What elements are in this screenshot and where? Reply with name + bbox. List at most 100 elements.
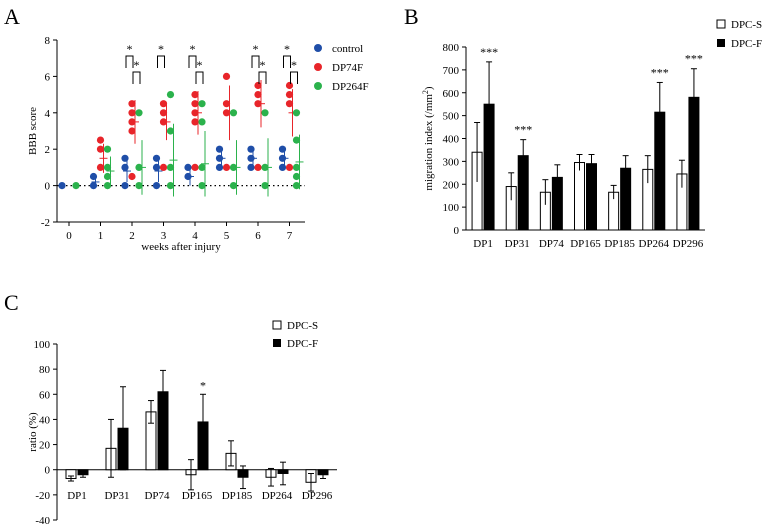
significance-bracket-a	[195, 71, 204, 84]
y-axis-label-b-text: migration index (/mm	[423, 94, 435, 191]
significance-star-b: ***	[480, 45, 498, 59]
scatter-point-dp74f	[254, 163, 262, 171]
scatter-point-control	[215, 154, 224, 162]
scatter-point-control	[184, 172, 192, 181]
scatter-point-control	[215, 145, 224, 153]
legend-swatch-dpc-s	[716, 19, 726, 29]
scatter-point-dp74f	[254, 91, 262, 99]
y-tick-label-b: 500	[443, 111, 460, 123]
scatter-point-dp264f	[103, 172, 112, 181]
significance-star-b: ***	[514, 123, 532, 137]
scatter-marks-a: *** ******	[58, 42, 304, 197]
significance-bracket-a	[157, 55, 165, 68]
scatter-point-dp264f	[72, 182, 80, 190]
significance-star-a: *	[291, 58, 297, 72]
panel-label-b: B	[404, 4, 419, 29]
y-tick-label-b: 100	[443, 202, 460, 214]
x-tick-label-c: DP31	[104, 490, 129, 502]
scatter-point-control	[278, 163, 287, 171]
axes-c: -40 -20 0 20 40 60 80 100 DP1 DP31 DP74 DP165 DP185 D…	[34, 339, 337, 527]
legend-label-dp74f: DP74F	[332, 62, 363, 74]
y-tick-label-c: 40	[39, 414, 51, 426]
scatter-point-control	[247, 163, 255, 171]
scatter-point-dp264f	[103, 145, 112, 153]
scatter-point-control	[247, 145, 255, 153]
bar-marks-c: *	[65, 369, 329, 492]
y-axis-label-c: ratio (%)	[27, 412, 39, 452]
scatter-point-dp264f	[166, 91, 175, 99]
legend-label-dp264f: DP264F	[332, 81, 369, 93]
scatter-point-dp264f	[292, 172, 301, 181]
scatter-point-dp264f	[166, 127, 175, 135]
scatter-point-dp74f	[191, 91, 199, 99]
x-tick-label-c: DP185	[222, 490, 253, 502]
legend-marker-dp264f	[314, 82, 322, 90]
bar-dpc-s	[574, 162, 585, 231]
scatter-point-dp264f	[292, 109, 301, 117]
scatter-point-dp74f	[222, 100, 231, 108]
x-tick-label-a: 4	[192, 230, 198, 242]
significance-star-a: *	[284, 42, 290, 56]
x-tick-label-a: 3	[161, 230, 167, 242]
x-tick-label-a: 7	[287, 230, 293, 242]
scatter-point-dp74f	[159, 100, 168, 108]
bar-chart-b: 0 100 200 300 400 500 600 700 800 DP1 DP31 DP74 DP16…	[421, 19, 763, 250]
x-tick-label-b: DP296	[673, 238, 704, 250]
scatter-point-dp264f	[198, 182, 206, 190]
legend-swatch-dpc-s	[272, 320, 282, 330]
scatter-chart-a: -2 0 2 4 6 8 0 1 2 3 4 5 6 7 BBB score weeks after in…	[27, 35, 369, 253]
scatter-point-dp74f	[285, 91, 294, 99]
x-tick-label-c: DP165	[182, 490, 213, 502]
scatter-point-control	[215, 163, 224, 171]
panel-label-a: A	[4, 4, 20, 29]
y-tick-label-c: 80	[39, 364, 51, 376]
scatter-point-dp264f	[166, 182, 175, 190]
scatter-point-control	[152, 163, 161, 171]
significance-star-a: *	[260, 58, 266, 72]
legend-swatch-dpc-f	[273, 339, 281, 347]
y-tick-label-b: 300	[443, 156, 460, 168]
y-axis-label-a: BBB score	[27, 107, 39, 155]
significance-star-b: ***	[651, 65, 669, 79]
scatter-point-dp264f	[198, 100, 206, 108]
scatter-point-control	[278, 154, 287, 162]
significance-bracket-a	[125, 55, 134, 68]
scatter-point-dp74f	[128, 127, 136, 135]
scatter-point-control	[152, 154, 161, 162]
significance-bracket-a	[251, 55, 260, 68]
scatter-point-control	[89, 182, 98, 190]
y-tick-label-a: 4	[45, 108, 51, 120]
x-tick-label-a: 6	[255, 230, 261, 242]
significance-star-a: *	[197, 58, 203, 72]
y-tick-label-a: 6	[45, 71, 51, 83]
y-tick-label-c: 0	[45, 465, 51, 477]
scatter-point-dp264f	[261, 182, 269, 190]
legend-marker-dp74f	[314, 63, 322, 71]
y-axis-label-b-sup: 2	[421, 90, 430, 94]
panel-label-c: C	[4, 290, 19, 315]
scatter-point-dp74f	[96, 136, 105, 144]
significance-star-a: *	[190, 42, 196, 56]
scatter-point-dp74f	[159, 109, 168, 117]
legend-label-dpc-f: DPC-F	[287, 338, 318, 350]
scatter-point-dp74f	[128, 100, 136, 108]
scatter-point-dp74f	[285, 81, 294, 90]
scatter-point-dp264f	[229, 163, 238, 171]
significance-bracket-a	[258, 71, 267, 84]
significance-bracket-a	[283, 55, 291, 68]
x-tick-label-b: DP1	[473, 238, 493, 250]
bar-dpc-f	[586, 163, 597, 231]
significance-star-a: *	[253, 42, 259, 56]
scatter-point-control	[152, 182, 161, 190]
legend-label-dpc-s: DPC-S	[287, 320, 318, 332]
x-tick-label-a: 0	[66, 230, 72, 242]
scatter-point-control	[121, 182, 129, 190]
bar-marks-b: *** *** *** ***	[471, 45, 703, 231]
significance-bracket-a	[132, 71, 141, 84]
significance-star-b: ***	[685, 52, 703, 66]
scatter-point-dp264f	[229, 109, 238, 117]
scatter-point-dp74f	[222, 163, 231, 171]
x-tick-label-c: DP296	[302, 490, 333, 502]
scatter-point-control	[58, 182, 66, 190]
x-tick-label-a: 5	[224, 230, 230, 242]
